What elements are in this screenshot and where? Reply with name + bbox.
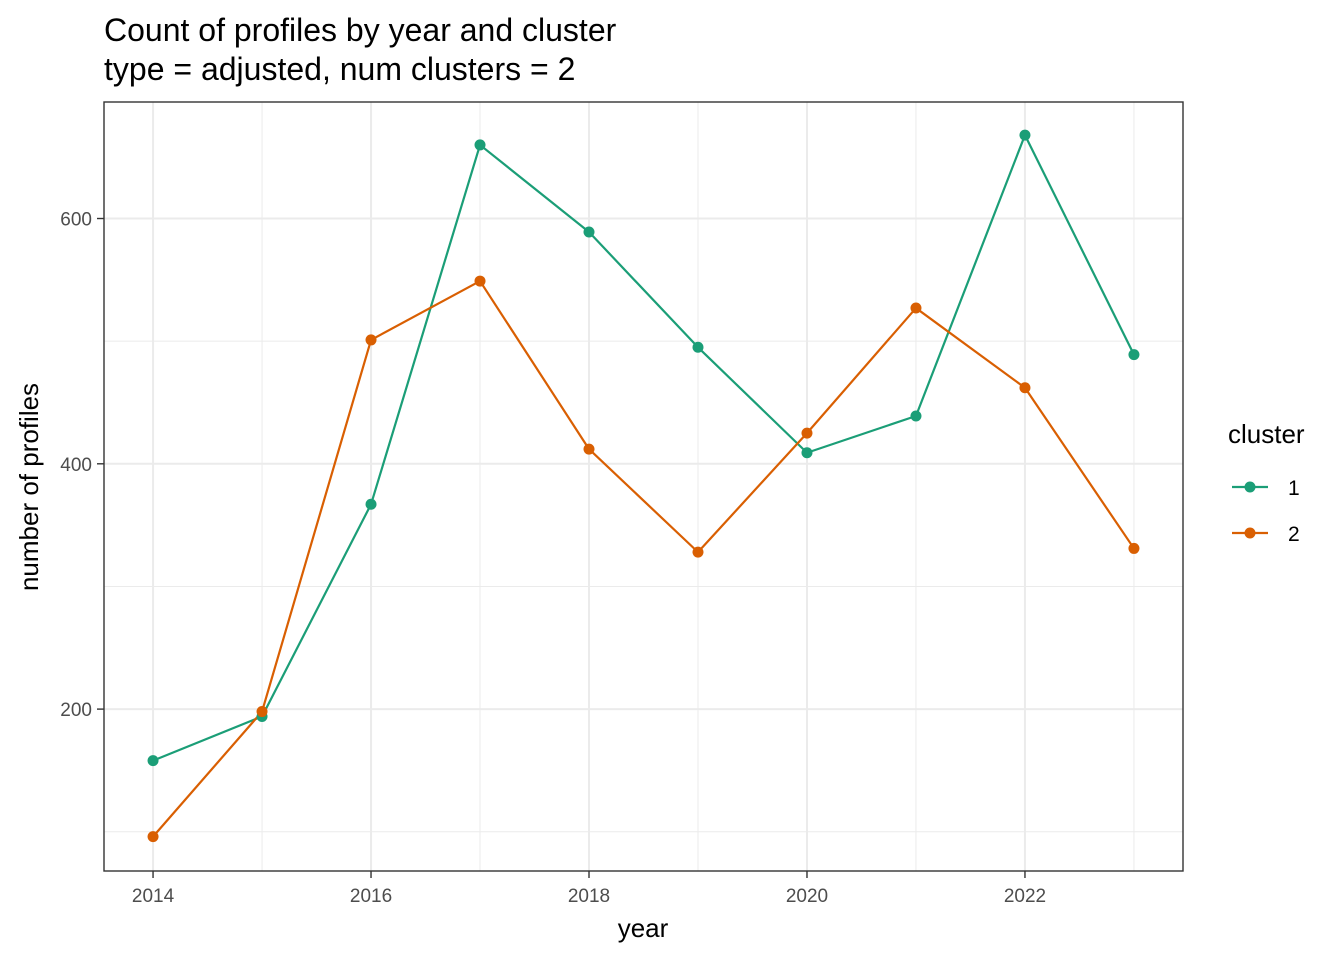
legend-title: cluster [1228, 419, 1305, 449]
y-axis-title: number of profiles [14, 383, 44, 591]
x-tick-label: 2022 [1004, 886, 1046, 907]
data-point-cluster-2 [583, 443, 595, 455]
x-tick-label: 2016 [350, 886, 392, 907]
plot-area [103, 101, 1184, 872]
data-point-cluster-2 [692, 546, 704, 558]
chart-title: Count of profiles by year and cluster [104, 12, 617, 48]
legend-key-point [1244, 481, 1256, 493]
y-tick-label: 600 [60, 210, 92, 231]
data-point-cluster-2 [256, 706, 268, 718]
x-axis-title: year [618, 913, 669, 943]
data-point-cluster-1 [1128, 349, 1140, 361]
data-point-cluster-1 [365, 498, 377, 510]
data-point-cluster-1 [583, 226, 595, 238]
series-points [147, 129, 1140, 843]
x-tick-label: 2020 [786, 886, 828, 907]
data-point-cluster-2 [147, 831, 159, 843]
series-line-cluster-2 [152, 279, 1135, 838]
legend-label: 1 [1288, 477, 1300, 500]
data-point-cluster-1 [910, 410, 922, 422]
data-point-cluster-2 [474, 275, 486, 287]
data-point-cluster-2 [801, 427, 813, 439]
data-point-cluster-1 [147, 755, 159, 767]
chart-subtitle: type = adjusted, num clusters = 2 [104, 51, 575, 87]
legend-label: 2 [1288, 523, 1300, 546]
data-point-cluster-2 [365, 334, 377, 346]
series-line-cluster-1 [152, 134, 1135, 762]
x-tick-label: 2018 [568, 886, 610, 907]
plot-border [103, 101, 1184, 872]
x-axis: 2014 2016 2018 2020 2022 [132, 871, 1046, 907]
data-point-cluster-2 [1019, 382, 1031, 394]
data-point-cluster-1 [474, 139, 486, 151]
data-point-cluster-1 [801, 447, 813, 459]
y-tick-label: 400 [60, 455, 92, 476]
plot-background [104, 102, 1183, 871]
x-tick-label: 2014 [132, 886, 175, 907]
legend-key-point [1244, 527, 1256, 539]
y-axis: 200 400 600 [60, 210, 104, 721]
data-point-cluster-2 [1128, 542, 1140, 554]
series-lines [152, 134, 1135, 838]
data-point-cluster-1 [1019, 129, 1031, 141]
minor-gridlines [104, 102, 1183, 871]
y-tick-label: 200 [60, 700, 92, 721]
legend: cluster 1 2 [1228, 419, 1305, 546]
data-point-cluster-1 [692, 341, 704, 353]
data-point-cluster-2 [910, 302, 922, 314]
